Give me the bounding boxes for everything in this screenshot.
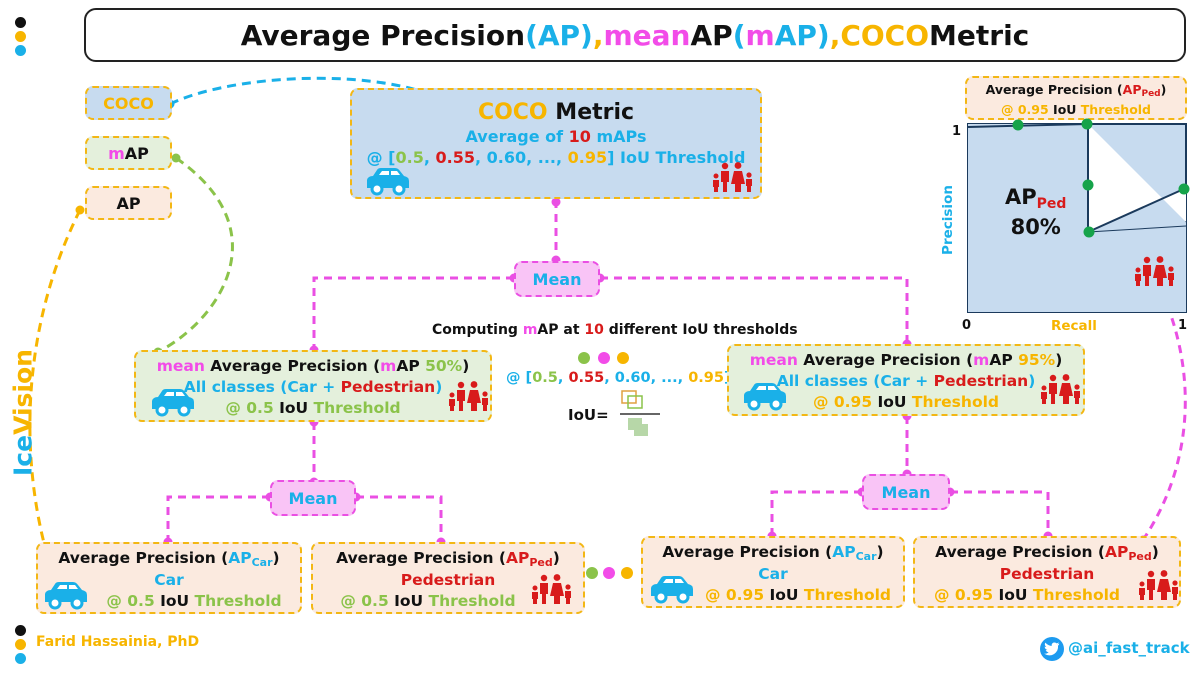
car-icon bbox=[43, 580, 89, 610]
iou-threshold-list: @ [0.5, 0.55, 0.60, ..., 0.95] bbox=[506, 370, 731, 386]
mean-box-right: Mean bbox=[862, 474, 950, 510]
legend-ap: AP bbox=[85, 186, 172, 220]
pedestrian-icon bbox=[1041, 374, 1080, 404]
corner-dot bbox=[15, 17, 26, 28]
twitter-icon[interactable] bbox=[1040, 637, 1064, 661]
page-title: Average Precision (AP), mean AP (m AP), C… bbox=[84, 8, 1186, 62]
pr-ap-value: APPed 80% bbox=[1005, 185, 1067, 239]
author-credit: Farid Hassainia, PhD bbox=[36, 634, 200, 650]
pedestrian-icon bbox=[532, 574, 571, 604]
pr-x-tick-1: 1 bbox=[1178, 318, 1188, 333]
map-50-box: mean Average Precision (mAP 50%) All cla… bbox=[134, 350, 492, 422]
dot-pink bbox=[598, 352, 610, 364]
corner-dot bbox=[15, 45, 26, 56]
dot-yellow bbox=[617, 352, 629, 364]
car-icon bbox=[649, 574, 695, 604]
ap-ped-50-box: Average Precision (APPed) Pedestrian @ 0… bbox=[311, 542, 585, 614]
pr-x-tick-0: 0 bbox=[962, 318, 972, 333]
coco-metric-box: COCO Metric Average of 10 mAPs @ [0.5, 0… bbox=[350, 88, 762, 199]
pr-chart-header: Average Precision (APPed) @ 0.95 IoU Thr… bbox=[965, 76, 1187, 120]
corner-dot bbox=[15, 31, 26, 42]
pedestrian-icon bbox=[713, 162, 752, 192]
car-icon bbox=[742, 381, 788, 411]
mean-box-top: Mean bbox=[514, 261, 600, 297]
corner-dot bbox=[15, 653, 26, 664]
pedestrian-icon bbox=[1135, 256, 1174, 286]
map-95-box: mean Average Precision (mAP 95%) All cla… bbox=[727, 344, 1085, 416]
corner-dot bbox=[15, 625, 26, 636]
car-icon bbox=[365, 166, 411, 196]
car-icon bbox=[150, 387, 196, 417]
computing-caption: Computing mAP at 10 different IoU thresh… bbox=[432, 322, 798, 338]
legend-coco: COCO bbox=[85, 86, 172, 120]
pr-x-label: Recall bbox=[1051, 318, 1097, 334]
corner-dot bbox=[15, 639, 26, 650]
pedestrian-icon bbox=[449, 381, 488, 411]
pr-y-tick: 1 bbox=[952, 124, 962, 139]
twitter-handle[interactable]: @ai_fast_track bbox=[1068, 639, 1190, 657]
mean-box-left: Mean bbox=[270, 480, 356, 516]
dot-green bbox=[578, 352, 590, 364]
ap-ped-95-box: Average Precision (APPed) Pedestrian @ 0… bbox=[913, 536, 1181, 608]
pedestrian-icon bbox=[1139, 570, 1178, 600]
legend-map: m AP bbox=[85, 136, 172, 170]
iou-formula-label: IoU= bbox=[568, 406, 609, 424]
